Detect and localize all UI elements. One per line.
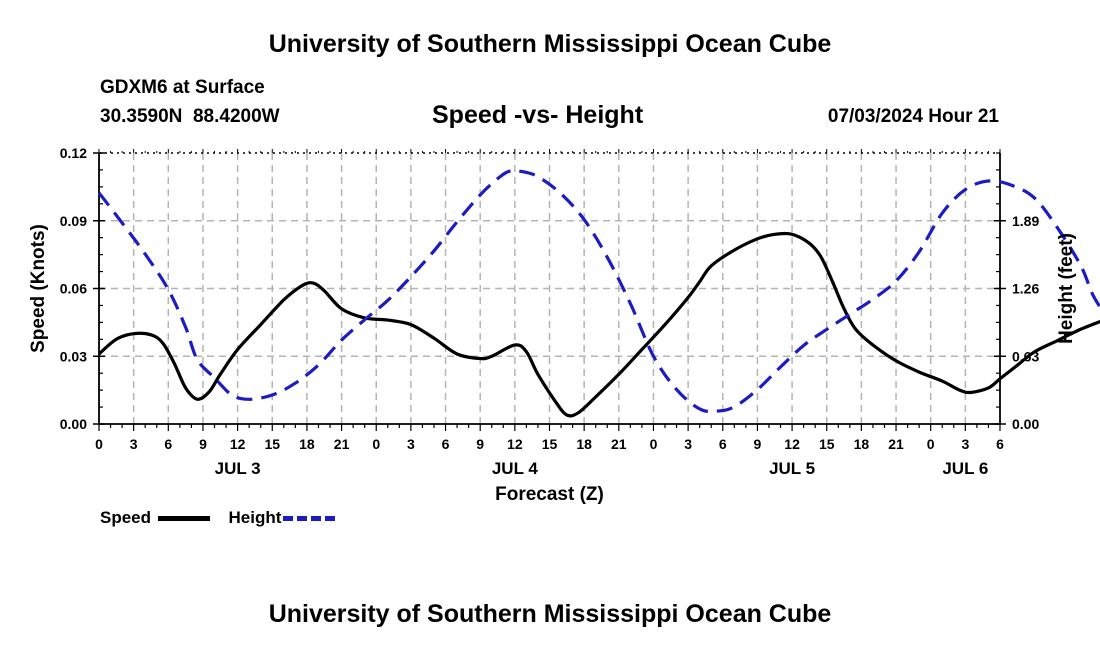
date-label: JUL 6 bbox=[942, 459, 988, 478]
x-tick-label: 18 bbox=[299, 436, 315, 452]
x-tick-label: 0 bbox=[927, 436, 935, 452]
date-label: JUL 5 bbox=[769, 459, 815, 478]
x-tick-label: 9 bbox=[754, 436, 762, 452]
y2-axis-title: Height (feet) bbox=[1056, 233, 1077, 344]
axes bbox=[93, 149, 1006, 431]
y2-tick-label: 1.89 bbox=[1012, 213, 1039, 229]
axis-labels: 0.00 0.03 0.06 0.09 0.12 0.00 0.63 1.26 1.89 0 3 6 9… bbox=[28, 145, 1077, 505]
x-tick-label: 21 bbox=[888, 436, 904, 452]
x-tick-label: 0 bbox=[650, 436, 658, 452]
y-tick-label: 0.00 bbox=[60, 416, 87, 432]
legend-height-label: Height bbox=[228, 508, 282, 527]
x-tick-label: 6 bbox=[996, 436, 1004, 452]
x-axis-title: Forecast (Z) bbox=[495, 484, 604, 505]
grid bbox=[99, 153, 1000, 424]
chart-title: Speed -vs- Height bbox=[432, 101, 644, 129]
x-tick-label: 12 bbox=[230, 436, 246, 452]
x-tick-label: 3 bbox=[407, 436, 415, 452]
x-tick-label: 18 bbox=[854, 436, 870, 452]
x-tick-label: 12 bbox=[507, 436, 523, 452]
x-tick-label: 3 bbox=[684, 436, 692, 452]
x-tick-label: 15 bbox=[542, 436, 558, 452]
y-tick-label: 0.12 bbox=[60, 145, 87, 161]
x-tick-label: 9 bbox=[476, 436, 484, 452]
x-tick-label: 0 bbox=[372, 436, 380, 452]
timestamp: 07/03/2024 Hour 21 bbox=[827, 106, 999, 127]
y-axis-title: Speed (Knots) bbox=[28, 224, 49, 353]
x-tick-label: 21 bbox=[611, 436, 627, 452]
series-line-height bbox=[97, 168, 1100, 414]
x-tick-label: 15 bbox=[264, 436, 280, 452]
y-tick-label: 0.06 bbox=[60, 281, 87, 297]
y2-tick-label: 0.63 bbox=[1012, 348, 1039, 364]
series bbox=[97, 168, 1100, 418]
chart: 0.00 0.03 0.06 0.09 0.12 0.00 0.63 1.26 1.89 0 3 6 9… bbox=[28, 145, 1100, 505]
x-tick-label: 18 bbox=[576, 436, 592, 452]
x-tick-label: 3 bbox=[961, 436, 969, 452]
y2-tick-label: 0.00 bbox=[1012, 416, 1039, 432]
series-line-speed bbox=[97, 231, 1100, 418]
date-label: JUL 3 bbox=[215, 459, 261, 478]
y2-tick-label: 1.26 bbox=[1012, 281, 1039, 297]
station-label: GDXM6 at Surface bbox=[100, 77, 265, 98]
x-tick-label: 21 bbox=[334, 436, 350, 452]
legend: Speed Height bbox=[100, 508, 336, 528]
station-coords: 30.3590N 88.4200W bbox=[100, 106, 280, 127]
x-tick-label: 0 bbox=[95, 436, 103, 452]
y-tick-label: 0.09 bbox=[60, 213, 87, 229]
legend-speed-label: Speed bbox=[100, 508, 152, 527]
x-tick-label: 6 bbox=[719, 436, 727, 452]
y-tick-label: 0.03 bbox=[60, 348, 87, 364]
page-title-top: University of Southern Mississippi Ocean… bbox=[268, 30, 832, 58]
legend-height-line bbox=[283, 516, 336, 522]
date-label: JUL 4 bbox=[492, 459, 539, 478]
x-tick-label: 15 bbox=[819, 436, 835, 452]
page-title-bottom: University of Southern Mississippi Ocean… bbox=[268, 600, 832, 628]
x-tick-label: 6 bbox=[442, 436, 450, 452]
x-tick-label: 12 bbox=[784, 436, 800, 452]
legend-speed-line bbox=[157, 516, 210, 522]
x-tick-label: 9 bbox=[199, 436, 207, 452]
x-tick-label: 3 bbox=[130, 436, 138, 452]
x-tick-label: 6 bbox=[164, 436, 172, 452]
